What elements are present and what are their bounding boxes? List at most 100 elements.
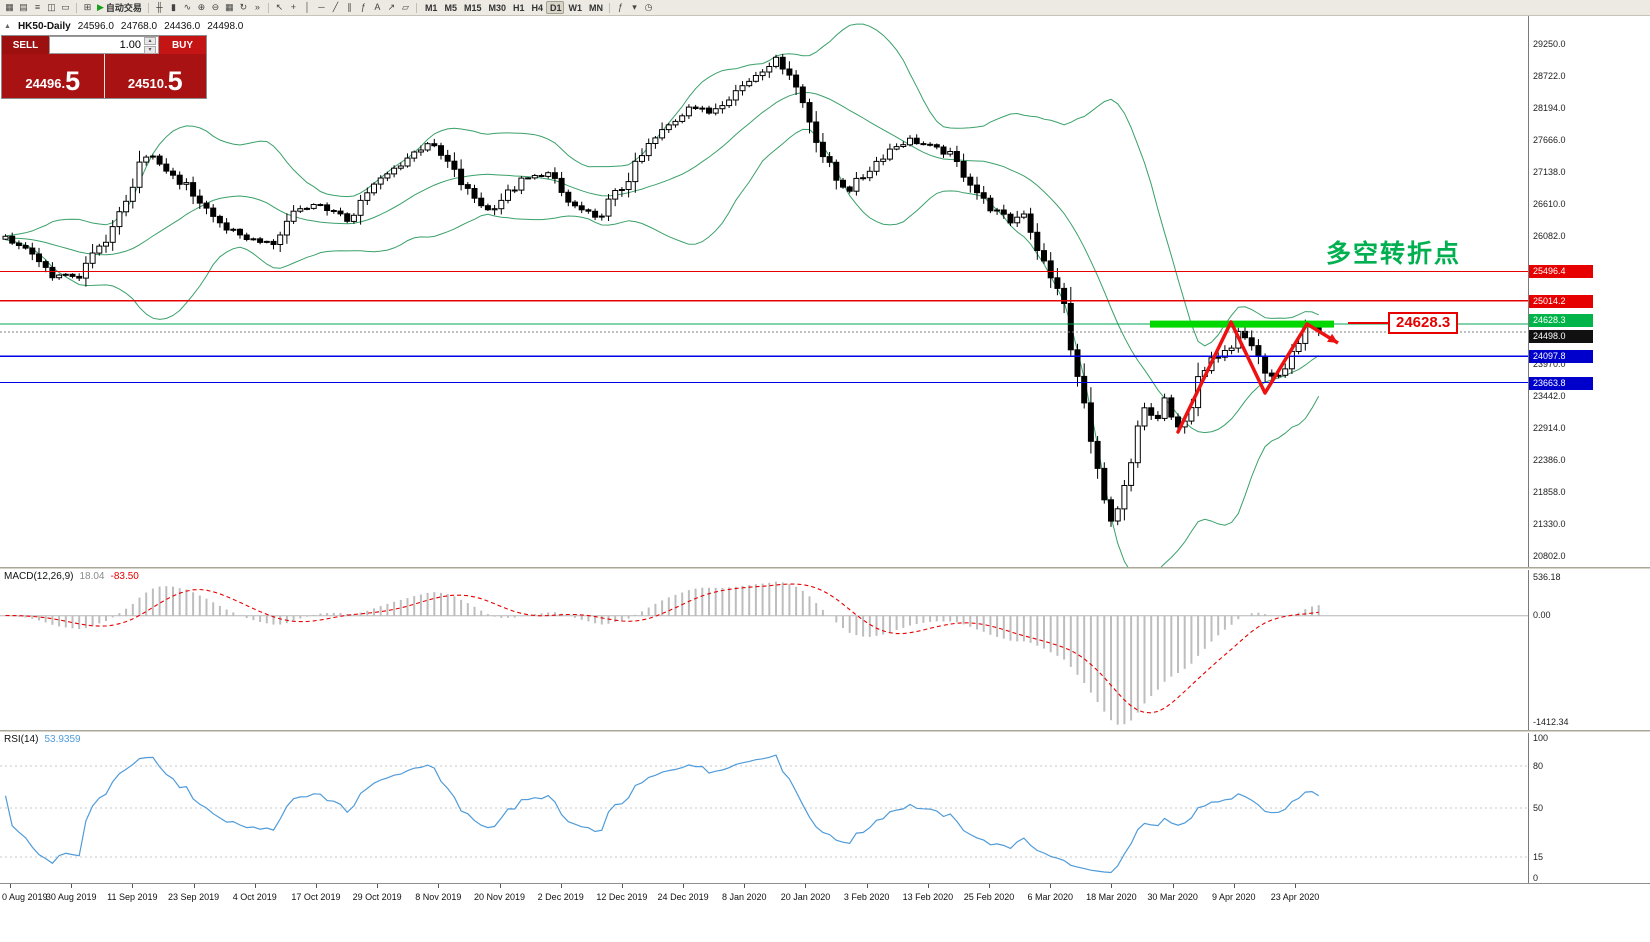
annotation-text[interactable]: 多空转折点	[1326, 240, 1462, 268]
profiles-button[interactable]: ▤	[17, 1, 30, 14]
axis-label-27666.0: 27666.0	[1533, 135, 1566, 145]
zoom-out-button[interactable]: ⊖	[209, 1, 222, 14]
shapes-button[interactable]: ▱	[399, 1, 412, 14]
fibonacci-button-icon: ƒ	[360, 2, 366, 12]
trendline-button[interactable]: ╱	[329, 1, 342, 14]
time-label: 4 Oct 2019	[232, 892, 277, 902]
sell-price-button[interactable]: 24496. 5	[2, 54, 104, 98]
time-label: 12 Dec 2019	[596, 892, 648, 902]
zigzag-arrow	[1176, 320, 1309, 434]
pane-separator[interactable]	[0, 730, 1650, 733]
sell-price-big-digit: 5	[65, 66, 81, 96]
market-watch-button-icon: ≡	[34, 2, 41, 12]
crosshair-button[interactable]: +	[287, 1, 300, 14]
channel-button[interactable]: ∥	[343, 1, 356, 14]
fibonacci-button[interactable]: ƒ	[357, 1, 370, 14]
axis-label-15: 15	[1533, 852, 1544, 862]
vertical-line-button[interactable]: │	[301, 1, 314, 14]
terminal-button[interactable]: ▭	[59, 1, 72, 14]
arrowhead-icon	[1327, 333, 1338, 343]
price-tag-23663.8: 23663.8	[1529, 376, 1593, 390]
axis-label-22386.0: 22386.0	[1533, 455, 1566, 465]
time-tick	[1294, 884, 1296, 888]
templates-button[interactable]: ▾	[628, 1, 641, 14]
zoom-in-button[interactable]: ⊕	[195, 1, 208, 14]
tile-windows-button[interactable]: ▦	[223, 1, 236, 14]
price-axis[interactable]: 29250.0 28722.0 28194.0 27666.0 27138.0 26610…	[1528, 16, 1650, 567]
horizontal-line-button[interactable]: ─	[315, 1, 328, 14]
price-tag-25014.2: 25014.2	[1529, 294, 1593, 308]
volume-input[interactable]: 1.00 ▴ ▾	[49, 36, 159, 54]
vertical-line-button-icon: │	[304, 2, 311, 12]
price-tag-24097.8: 24097.8	[1529, 350, 1593, 364]
timeframe-h4[interactable]: H4	[528, 1, 546, 14]
time-label: 18 Mar 2020	[1086, 892, 1137, 902]
timeframe-m5[interactable]: M5	[440, 1, 459, 14]
new-order-button[interactable]: ⊞	[81, 1, 94, 14]
cursor-button[interactable]: ↖	[273, 1, 286, 14]
ohlc-close: 24498.0	[207, 21, 244, 32]
timeframe-m1[interactable]: M1	[421, 1, 440, 14]
timeframe-mn[interactable]: MN	[585, 1, 605, 14]
buy-price-button[interactable]: 24510. 5	[104, 54, 206, 98]
data-window-button[interactable]: ◫	[45, 1, 58, 14]
price-tag-25496.4: 25496.4	[1529, 265, 1593, 279]
market-watch-button[interactable]: ≡	[31, 1, 44, 14]
periods-button[interactable]: ◷	[642, 1, 655, 14]
time-label: 23 Sep 2019	[168, 892, 220, 902]
time-tick	[193, 884, 195, 888]
autotrading-button[interactable]: ▶ 自动交易	[95, 1, 144, 14]
candlestick-chart-button[interactable]: ▮	[167, 1, 180, 14]
toolbar-separator	[415, 2, 417, 13]
timeframe-h1[interactable]: H1	[509, 1, 527, 14]
rsi-name: RSI(14)	[4, 734, 39, 745]
line-chart-button[interactable]: ∿	[181, 1, 194, 14]
one-click-collapse-icon[interactable]: ▲	[4, 23, 11, 30]
toolbar-separator	[609, 2, 611, 13]
timeframe-m15[interactable]: M15	[460, 1, 484, 14]
toolbar-separator	[76, 2, 77, 13]
indicators-button[interactable]: ƒ	[614, 1, 627, 14]
bar-chart-button-icon: ╫	[156, 2, 163, 12]
arrow-button[interactable]: ↗	[385, 1, 398, 14]
volume-spin-up[interactable]: ▴	[144, 36, 156, 45]
volume-spin-down[interactable]: ▾	[144, 45, 156, 54]
timeframe-w1[interactable]: W1	[565, 1, 585, 14]
rsi-pane[interactable]: 100 80 50 15 0 RSI(14) 53.9359	[0, 733, 1650, 883]
buy-button[interactable]: BUY	[159, 36, 206, 54]
pane-separator[interactable]	[0, 567, 1650, 570]
autotrading-button-icon: ▶	[97, 2, 104, 12]
chart-ohlc-header: ▲ HK50-Daily 24596.0 24768.0 24436.0 244…	[4, 21, 243, 32]
bar-chart-button[interactable]: ╫	[153, 1, 166, 14]
price-callout[interactable]: 24628.3	[1388, 312, 1459, 334]
time-axis[interactable]: 0 Aug 2019 30 Aug 2019 11 Sep 2019 23 Sep 2…	[0, 883, 1650, 908]
chart-shift-button[interactable]: »	[251, 1, 264, 14]
macd-pane[interactable]: 536.18 0.00 -1412.34 MACD(12,26,9) 18.04 -…	[0, 570, 1650, 730]
auto-scroll-button[interactable]: ↻	[237, 1, 250, 14]
time-label: 0 Aug 2019	[2, 892, 48, 902]
timeframe-m30[interactable]: M30	[484, 1, 508, 14]
profiles-button-icon: ▤	[19, 2, 28, 12]
axis-label-536.18: 536.18	[1533, 572, 1561, 582]
text-button-icon: A	[374, 2, 381, 12]
price-tag-24628.3: 24628.3	[1529, 314, 1593, 328]
new-chart-button[interactable]: ▦	[3, 1, 16, 14]
time-label: 8 Jan 2020	[721, 892, 767, 902]
timeframe-w1-label: W1	[568, 2, 583, 13]
axis-label-0: 0	[1533, 873, 1539, 883]
axis-label-27138.0: 27138.0	[1533, 167, 1566, 177]
time-label: 20 Jan 2020	[780, 892, 831, 902]
cursor-button-icon: ↖	[275, 2, 284, 12]
ohlc-low: 24436.0	[164, 21, 201, 32]
indicators-button-icon: ƒ	[618, 2, 624, 12]
arrow-button-icon: ↗	[387, 2, 396, 12]
main-chart-pane[interactable]: 29250.0 28722.0 28194.0 27666.0 27138.0 26610…	[0, 16, 1650, 567]
timeframe-m5-label: M5	[444, 2, 457, 13]
callout-line	[1348, 322, 1388, 324]
text-button[interactable]: A	[371, 1, 384, 14]
candlestick-chart-button-icon: ▮	[170, 2, 176, 12]
macd-label: MACD(12,26,9) 18.04 -83.50	[4, 571, 139, 582]
sell-button[interactable]: SELL	[2, 36, 49, 54]
macd-signal-line	[5, 583, 1319, 714]
timeframe-d1[interactable]: D1	[546, 1, 564, 14]
